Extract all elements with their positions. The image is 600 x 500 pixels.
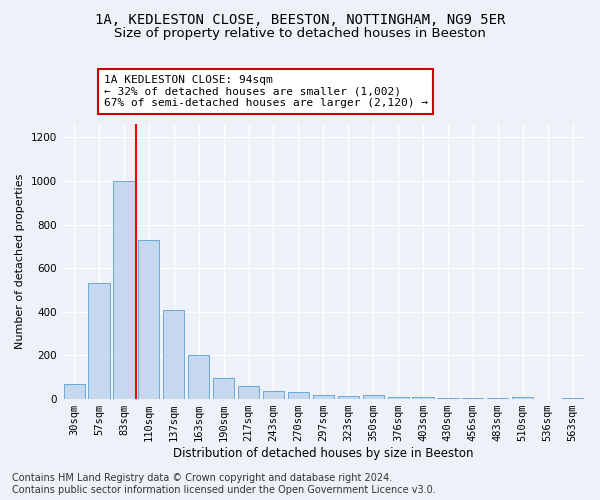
Bar — [188, 356, 209, 399]
Bar — [362, 395, 384, 399]
Bar — [238, 386, 259, 399]
Bar — [88, 284, 110, 399]
Text: Size of property relative to detached houses in Beeston: Size of property relative to detached ho… — [114, 28, 486, 40]
Bar — [138, 240, 160, 399]
Bar — [313, 394, 334, 399]
Text: 1A KEDLESTON CLOSE: 94sqm
← 32% of detached houses are smaller (1,002)
67% of se: 1A KEDLESTON CLOSE: 94sqm ← 32% of detac… — [104, 75, 428, 108]
Bar — [263, 391, 284, 399]
Bar — [437, 398, 458, 399]
Bar — [487, 398, 508, 399]
Bar — [338, 396, 359, 399]
Bar — [562, 398, 583, 399]
Text: 1A, KEDLESTON CLOSE, BEESTON, NOTTINGHAM, NG9 5ER: 1A, KEDLESTON CLOSE, BEESTON, NOTTINGHAM… — [95, 12, 505, 26]
Bar — [412, 398, 434, 399]
Bar — [213, 378, 234, 399]
Text: Contains HM Land Registry data © Crown copyright and database right 2024.
Contai: Contains HM Land Registry data © Crown c… — [12, 474, 436, 495]
Bar — [512, 397, 533, 399]
Y-axis label: Number of detached properties: Number of detached properties — [15, 174, 25, 350]
Bar — [462, 398, 484, 399]
X-axis label: Distribution of detached houses by size in Beeston: Distribution of detached houses by size … — [173, 447, 473, 460]
Bar — [163, 310, 184, 399]
Bar — [388, 397, 409, 399]
Bar — [113, 181, 134, 399]
Bar — [288, 392, 309, 399]
Bar — [64, 384, 85, 399]
